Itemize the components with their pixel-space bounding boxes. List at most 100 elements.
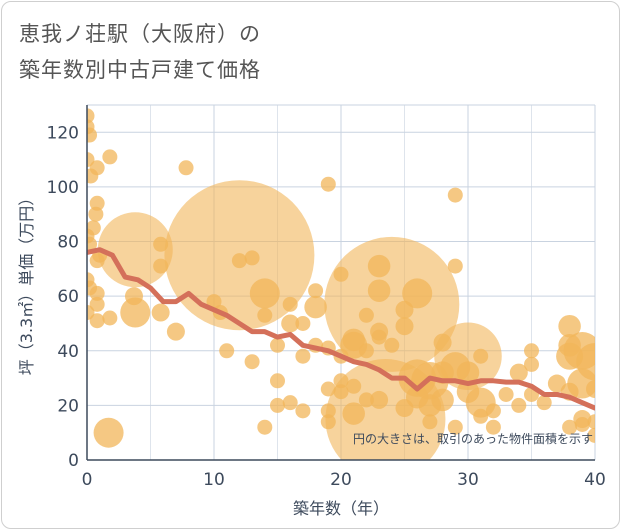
data-bubble xyxy=(124,287,143,306)
data-bubble xyxy=(281,314,300,333)
data-bubble xyxy=(320,176,336,192)
chart-title: 恵我ノ荘駅（大阪府）の 築年数別中古戸建て価格 xyxy=(19,16,261,88)
data-bubble xyxy=(384,337,400,353)
data-bubble xyxy=(558,314,581,338)
data-bubble xyxy=(320,381,336,397)
data-bubble xyxy=(257,307,273,323)
data-bubble xyxy=(395,317,414,336)
data-bubble xyxy=(371,329,387,345)
data-bubble xyxy=(257,419,273,435)
y-axis-title: 坪（3.3㎡）単価（万円） xyxy=(17,190,36,375)
data-bubble xyxy=(244,354,260,370)
data-bubble xyxy=(346,378,362,394)
data-bubble xyxy=(282,296,298,312)
data-bubble xyxy=(93,417,124,448)
data-bubble xyxy=(89,160,105,176)
data-bubble xyxy=(87,127,98,143)
data-bubble xyxy=(304,295,327,319)
data-bubble xyxy=(473,348,489,364)
data-bubble xyxy=(509,363,528,382)
data-bubble xyxy=(370,390,389,409)
data-bubble xyxy=(586,380,595,398)
x-tick-label: 20 xyxy=(330,470,352,490)
data-bubble xyxy=(88,206,104,222)
data-bubble xyxy=(89,195,105,211)
data-bubble xyxy=(89,296,105,312)
x-tick-label: 40 xyxy=(584,470,606,490)
data-bubble xyxy=(447,419,463,435)
data-bubble xyxy=(587,414,595,430)
data-bubble xyxy=(402,278,433,309)
data-bubble xyxy=(473,408,489,424)
data-bubble xyxy=(270,373,285,389)
data-bubble xyxy=(562,419,578,435)
data-bubble xyxy=(206,294,222,310)
data-bubble xyxy=(219,343,235,359)
y-tick-label: 40 xyxy=(57,342,79,362)
data-bubble xyxy=(249,278,280,309)
data-bubble xyxy=(485,419,501,435)
data-bubble xyxy=(270,397,285,413)
x-tick-label: 10 xyxy=(203,470,225,490)
data-bubble xyxy=(153,236,169,252)
data-bubble xyxy=(358,392,374,408)
x-axis-title: 築年数（年） xyxy=(293,499,389,518)
data-bubble xyxy=(282,395,298,411)
data-bubble xyxy=(102,310,118,326)
average-price-line xyxy=(87,247,595,411)
data-bubble xyxy=(320,403,336,419)
data-bubble xyxy=(342,328,365,352)
data-bubble xyxy=(574,417,590,432)
data-bubble xyxy=(447,258,463,274)
x-tick-label: 30 xyxy=(457,470,479,490)
data-bubble xyxy=(308,283,324,299)
chart-title-line-1: 恵我ノ荘駅（大阪府）の xyxy=(19,22,261,46)
data-bubble xyxy=(295,348,311,364)
data-bubble xyxy=(433,333,452,352)
data-bubble xyxy=(395,300,414,319)
data-bubble xyxy=(511,397,527,413)
data-bubble xyxy=(447,187,463,203)
data-bubble xyxy=(89,253,105,269)
y-tick-label: 80 xyxy=(57,233,79,253)
data-bubble xyxy=(270,337,285,353)
data-bubble xyxy=(244,250,260,266)
data-bubble xyxy=(431,388,454,412)
data-bubble xyxy=(89,313,105,329)
data-bubble xyxy=(367,254,391,278)
data-bubble xyxy=(333,384,349,400)
data-bubble xyxy=(231,253,247,269)
data-bubble xyxy=(498,386,514,402)
data-bubble xyxy=(358,343,374,359)
data-bubble xyxy=(524,343,539,359)
data-bubble xyxy=(395,399,414,418)
data-bubble xyxy=(536,395,552,411)
y-tick-label: 20 xyxy=(57,396,79,416)
data-bubble xyxy=(87,236,98,252)
data-bubble xyxy=(320,414,336,430)
data-bubble xyxy=(342,402,365,425)
data-bubble xyxy=(178,160,194,176)
data-bubble xyxy=(102,149,118,165)
data-bubble xyxy=(333,373,349,389)
data-bubble xyxy=(367,279,391,302)
data-bubble xyxy=(166,322,185,341)
data-bubble xyxy=(153,258,169,274)
data-bubble xyxy=(587,427,595,443)
y-tick-label: 60 xyxy=(57,287,79,307)
data-bubble xyxy=(151,303,170,322)
x-tick-label: 0 xyxy=(82,470,93,490)
y-tick-label: 120 xyxy=(47,123,79,143)
data-bubble xyxy=(295,315,311,331)
chart-title-line-2: 築年数別中古戸建て価格 xyxy=(19,58,261,82)
data-bubble xyxy=(558,334,581,357)
data-bubble xyxy=(456,361,480,384)
y-tick-label: 0 xyxy=(68,451,79,471)
data-bubble xyxy=(295,403,311,419)
data-bubble xyxy=(333,266,349,282)
bubble-size-note: 円の大きさは、取引のあった物件面積を示す xyxy=(353,431,593,446)
data-bubble xyxy=(456,380,480,403)
y-tick-label: 100 xyxy=(47,178,79,198)
data-bubble xyxy=(89,285,105,301)
